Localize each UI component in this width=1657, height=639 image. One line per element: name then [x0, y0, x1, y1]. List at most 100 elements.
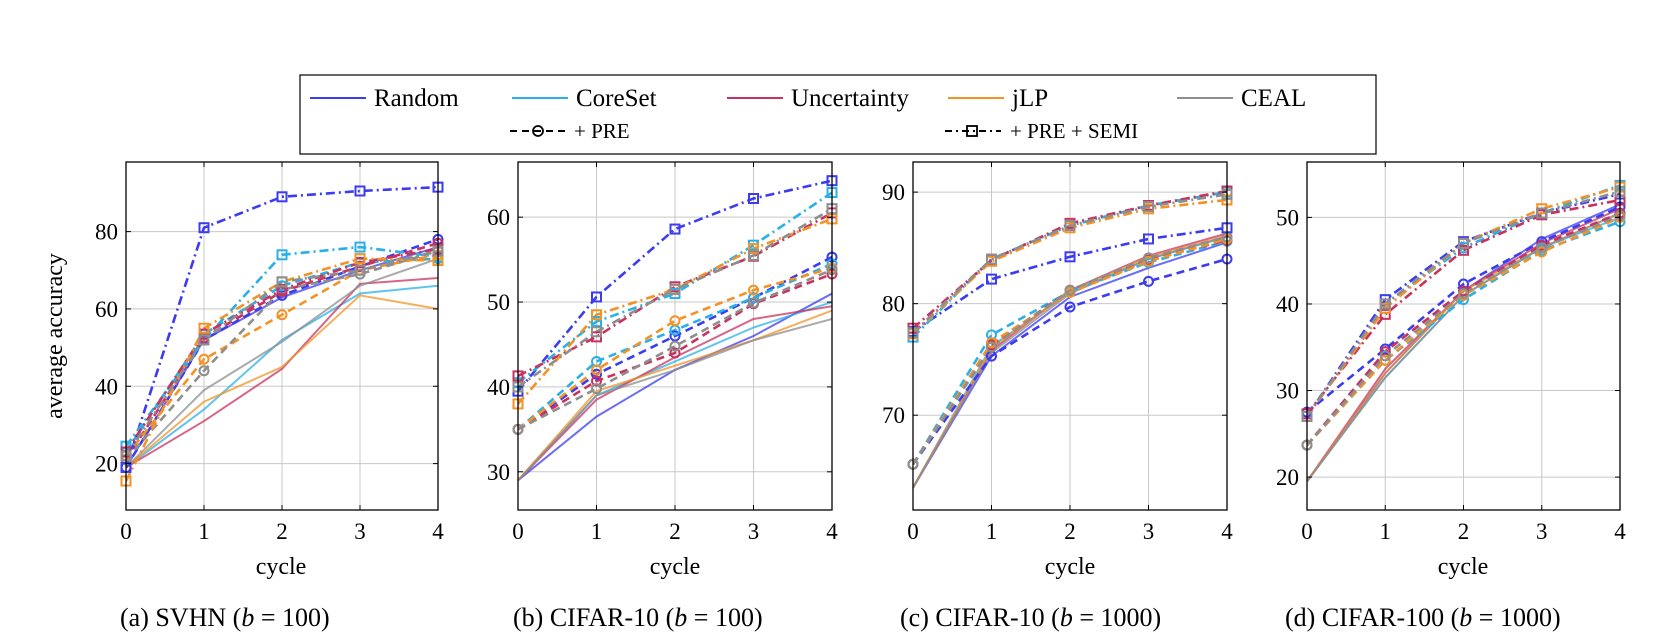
x-tick-label: 0 [120, 519, 132, 544]
legend: Random CoreSet Uncertainty jLP CEAL + PR… [299, 74, 1377, 155]
data-point-ceal-pre-semi [198, 334, 210, 346]
subfigure-caption: (d) CIFAR-100 (b = 1000) [1285, 603, 1561, 632]
data-point-random-pre [1064, 301, 1076, 313]
data-point-coreset-pre [748, 292, 759, 304]
data-point-ceal-pre-semi [1536, 207, 1548, 219]
subfigure-caption: (a) SVHN (b = 100) [120, 603, 330, 632]
data-point-jlp-pre [1143, 255, 1154, 267]
data-point-random-pre-semi [986, 273, 997, 285]
data-point-uncertainty-pre-semi [198, 328, 210, 340]
data-point-coreset-pre-semi [591, 316, 602, 328]
data-point-ceal-pre-semi [1379, 298, 1391, 310]
data-point-random-pre-semi [276, 191, 288, 203]
x-tick-label: 4 [432, 519, 444, 544]
data-point-ceal-pre-semi [354, 264, 366, 276]
chart-panel-cifar10-b100: 0 1 2 3 4 30 40 50 60 cycle (b) CIFAR-10 (b = 100) [487, 161, 838, 632]
y-tick-label: 20 [1276, 465, 1299, 490]
data-point-ceal-pre-semi [1143, 201, 1154, 213]
data-point-random-pre-semi [1143, 233, 1154, 245]
legend-label-random: Random [374, 85, 459, 112]
series-line-jlp-pre-semi [126, 257, 438, 482]
data-point-coreset-pre-semi [354, 241, 366, 253]
chart-panel-cifar100-b1000: 0 1 2 3 4 20 30 40 50 cycle (d) CIFAR-100 (b = 100… [1276, 161, 1626, 632]
data-point-jlp-pre [748, 284, 759, 296]
data-point-ceal-pre-semi [986, 253, 997, 265]
series-line-ceal-base [518, 318, 832, 481]
y-tick-label: 40 [487, 375, 510, 400]
series-line-random-pre [913, 257, 1227, 466]
x-tick-label: 3 [1536, 519, 1548, 544]
x-tick-label: 1 [591, 519, 603, 544]
chart-panel-cifar10-b1000: 0 1 2 3 4 70 80 90 cycle (c) CIFAR-10 (b = 1000) [882, 161, 1233, 632]
data-point-ceal-pre-semi [591, 326, 602, 338]
data-point-random-pre-semi [1064, 251, 1076, 263]
y-tick-label: 50 [1276, 205, 1299, 230]
x-tick-label: 0 [1301, 519, 1313, 544]
data-point-ceal-pre [1379, 350, 1391, 362]
data-point-jlp-pre-semi [591, 309, 602, 321]
data-point-jlp-pre [669, 315, 681, 327]
legend-frame [299, 74, 1377, 155]
data-point-coreset-pre [986, 329, 997, 341]
x-tick-label: 1 [1380, 519, 1392, 544]
y-tick-label: 50 [487, 290, 510, 315]
y-tick-label: 60 [95, 297, 118, 322]
data-point-uncertainty-pre-semi [276, 284, 288, 296]
data-point-ceal-pre [198, 365, 210, 377]
data-point-coreset-pre-semi [276, 249, 288, 261]
data-point-uncertainty-pre [669, 347, 681, 359]
x-axis-label: cycle [1438, 554, 1489, 580]
data-point-ceal-pre [1458, 288, 1469, 300]
y-tick-label: 30 [1276, 379, 1299, 404]
data-point-jlp-pre-semi [354, 253, 366, 265]
legend-label-jlp: jLP [1011, 85, 1048, 112]
series-line-ceal-pre [1307, 214, 1620, 446]
data-point-jlp-pre [276, 309, 288, 321]
series-line-jlp-base [518, 309, 832, 481]
data-point-random-pre-semi [591, 291, 602, 303]
data-point-uncertainty-pre-semi [1379, 308, 1391, 320]
data-point-random-pre-semi [354, 185, 366, 197]
series-line-ceal-pre [913, 235, 1227, 465]
data-point-random-pre-semi [198, 222, 210, 234]
series-line-uncertainty-base [126, 277, 438, 469]
data-point-uncertainty-pre-semi [1458, 244, 1469, 256]
data-point-ceal-pre [1536, 242, 1548, 254]
y-tick-label: 90 [882, 180, 905, 205]
data-point-jlp-pre-semi [748, 243, 759, 255]
data-point-ceal-pre-semi [1458, 237, 1469, 249]
legend-label-ceal: CEAL [1241, 85, 1306, 112]
data-point-ceal-pre [591, 383, 602, 395]
x-axis-label: cycle [1045, 554, 1096, 580]
data-point-random-pre [1143, 275, 1154, 287]
x-axis-label: cycle [650, 554, 701, 580]
x-tick-label: 4 [826, 519, 838, 544]
chart-panel-svhn-b100: 0 1 2 3 4 20 40 60 80 cycle average accuracy (a) SV… [42, 161, 444, 632]
y-tick-label: 80 [882, 292, 905, 317]
data-point-ceal-pre-semi [276, 276, 288, 288]
x-tick-label: 2 [276, 519, 288, 544]
legend-label-coreset: CoreSet [576, 85, 657, 112]
x-tick-label: 0 [512, 519, 524, 544]
data-point-random-pre-semi [669, 223, 681, 235]
data-point-random-pre-semi [748, 192, 759, 204]
data-point-uncertainty-pre [591, 375, 602, 387]
series-line-random-pre-semi [518, 179, 832, 393]
y-tick-label: 20 [95, 452, 118, 477]
series-line-random-pre [518, 255, 832, 431]
legend-label-pre: + PRE [574, 119, 630, 143]
series-line-uncertainty-pre [518, 272, 832, 431]
series-line-random-pre-semi [913, 226, 1227, 333]
data-point-jlp-pre-semi [198, 322, 210, 334]
data-point-jlp-pre [198, 353, 210, 365]
data-point-ceal-pre-semi [1064, 220, 1076, 232]
data-point-ceal-pre-semi [748, 249, 759, 261]
series-line-uncertainty-pre-semi [1307, 198, 1620, 415]
series-line-coreset-pre [518, 262, 832, 431]
series-line-uncertainty-pre [1307, 211, 1620, 446]
y-tick-label: 60 [487, 205, 510, 230]
x-tick-label: 4 [1221, 519, 1233, 544]
x-tick-label: 2 [1458, 519, 1470, 544]
data-point-ceal-pre [986, 341, 997, 353]
